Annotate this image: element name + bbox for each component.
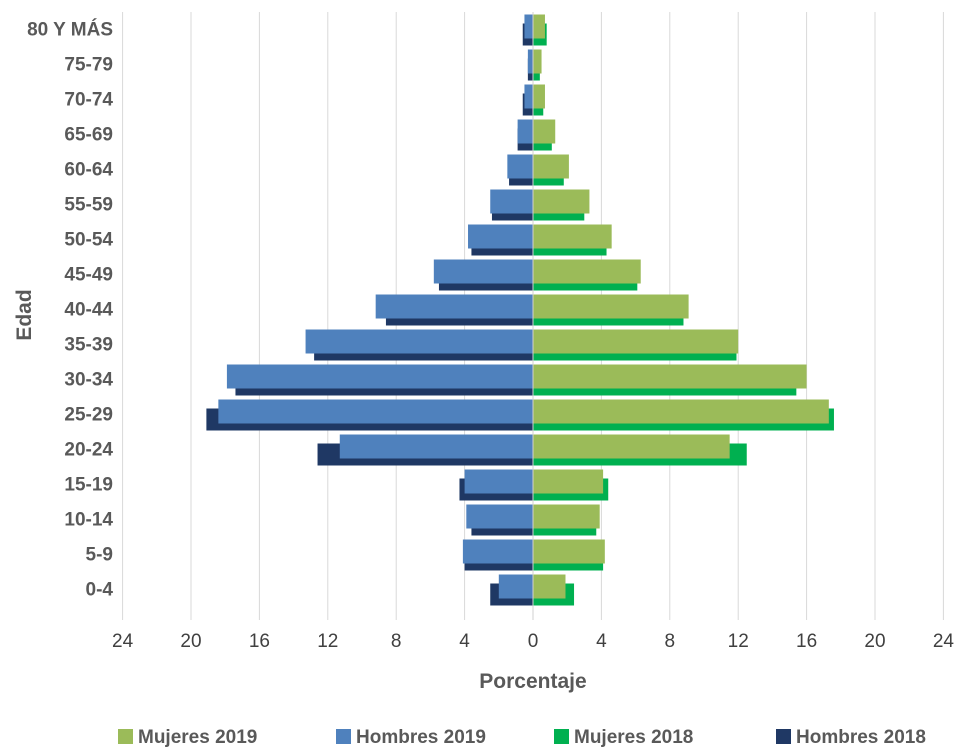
age-labels: 0-4 5-9 10-14 15-19 20-24 25-29 30-34 35-39 40-4…	[27, 19, 113, 601]
bar-mujeres-2019-50-54	[533, 224, 612, 249]
bar-hombres-2019-0-4	[498, 574, 533, 599]
age-label-40-44: 40-44	[64, 300, 113, 321]
legend-swatch-mujeres-2019	[118, 729, 133, 744]
bar-mujeres-2019-5-9	[533, 539, 605, 564]
legend-swatch-mujeres-2018	[554, 729, 569, 744]
age-label-15-19: 15-19	[64, 475, 113, 496]
x-tick-labels: 24 20 16 12 8 4 0 4 8 12 16 20 24	[112, 631, 954, 652]
age-label-5-9: 5-9	[86, 545, 113, 566]
y-axis-title: Edad	[13, 289, 36, 340]
age-label-35-39: 35-39	[64, 335, 113, 356]
x-tick-label-12: 24	[933, 631, 955, 652]
age-label-45-49: 45-49	[64, 265, 113, 286]
bar-mujeres-2019-75-79	[533, 49, 542, 74]
age-label-75-79: 75-79	[64, 55, 113, 76]
age-label-30-34: 30-34	[64, 370, 113, 391]
age-label-10-14: 10-14	[64, 510, 113, 531]
x-tick-label-4: 8	[391, 631, 402, 652]
bar-hombres-2019-25-29	[218, 399, 534, 424]
bar-mujeres-2019-15-19	[533, 469, 604, 494]
bar-hombres-2019-75-79	[527, 49, 533, 74]
x-tick-label-1: 20	[180, 631, 201, 652]
bar-mujeres-2019-70-74	[533, 84, 545, 109]
legend-label-hombres-2018: Hombres 2018	[796, 727, 926, 748]
bar-mujeres-2019-80-y-m-s	[533, 14, 545, 39]
legend-label-hombres-2019: Hombres 2019	[356, 727, 486, 748]
x-tick-label-10: 16	[796, 631, 817, 652]
x-tick-label-7: 4	[596, 631, 607, 652]
legend-item-hombres-2019: Hombres 2019	[336, 727, 486, 748]
x-tick-label-5: 4	[459, 631, 470, 652]
bar-hombres-2019-20-24	[339, 434, 533, 459]
x-tick-label-2: 16	[249, 631, 270, 652]
bar-hombres-2019-15-19	[464, 469, 533, 494]
age-label-25-29: 25-29	[64, 405, 113, 426]
x-tick-label-8: 8	[665, 631, 676, 652]
bar-mujeres-2019-60-64	[533, 154, 569, 179]
bar-hombres-2019-55-59	[490, 189, 533, 214]
bar-hombres-2019-50-54	[468, 224, 533, 249]
bar-hombres-2019-70-74	[524, 84, 533, 109]
age-label-50-54: 50-54	[64, 230, 113, 251]
age-label-0-4: 0-4	[86, 580, 114, 601]
bar-mujeres-2019-0-4	[533, 574, 566, 599]
legend-swatch-hombres-2018	[776, 729, 791, 744]
bar-hombres-2019-30-34	[226, 364, 533, 389]
bar-mujeres-2019-10-14	[533, 504, 600, 529]
bar-hombres-2019-80-y-m-s	[524, 14, 533, 39]
bar-mujeres-2019-55-59	[533, 189, 590, 214]
age-label-20-24: 20-24	[64, 440, 113, 461]
bar-hombres-2019-5-9	[462, 539, 533, 564]
x-tick-label-6: 0	[528, 631, 539, 652]
bar-mujeres-2019-20-24	[533, 434, 730, 459]
x-axis-title: Porcentaje	[479, 670, 586, 693]
legend-item-mujeres-2018: Mujeres 2018	[554, 727, 693, 748]
bar-mujeres-2019-65-69	[533, 119, 556, 144]
bar-mujeres-2019-25-29	[533, 399, 829, 424]
x-tick-label-11: 20	[864, 631, 885, 652]
x-tick-label-0: 24	[112, 631, 134, 652]
bar-hombres-2019-60-64	[507, 154, 533, 179]
bar-hombres-2019-40-44	[375, 294, 533, 319]
age-label-70-74: 70-74	[64, 90, 113, 111]
legend-item-mujeres-2019: Mujeres 2019	[118, 727, 257, 748]
bar-mujeres-2019-45-49	[533, 259, 641, 284]
legend-swatch-hombres-2019	[336, 729, 351, 744]
x-tick-label-3: 12	[317, 631, 338, 652]
bar-hombres-2019-65-69	[517, 119, 533, 144]
bar-hombres-2019-45-49	[433, 259, 533, 284]
legend-label-mujeres-2019: Mujeres 2019	[138, 727, 257, 748]
legend-item-hombres-2018: Hombres 2018	[776, 727, 926, 748]
bar-mujeres-2019-35-39	[533, 329, 739, 354]
age-label-80-y-m-s: 80 Y MÁS	[27, 19, 113, 41]
bar-hombres-2019-35-39	[305, 329, 533, 354]
x-tick-label-9: 12	[728, 631, 749, 652]
age-label-60-64: 60-64	[64, 160, 113, 181]
legend-label-mujeres-2018: Mujeres 2018	[574, 727, 693, 748]
legend: Mujeres 2019 Hombres 2019 Mujeres 2018 Homb…	[118, 727, 926, 748]
age-label-65-69: 65-69	[64, 125, 113, 146]
bar-hombres-2019-10-14	[466, 504, 533, 529]
bar-mujeres-2019-40-44	[533, 294, 689, 319]
bars-2019	[218, 14, 829, 599]
bar-mujeres-2019-30-34	[533, 364, 807, 389]
age-label-55-59: 55-59	[64, 195, 113, 216]
